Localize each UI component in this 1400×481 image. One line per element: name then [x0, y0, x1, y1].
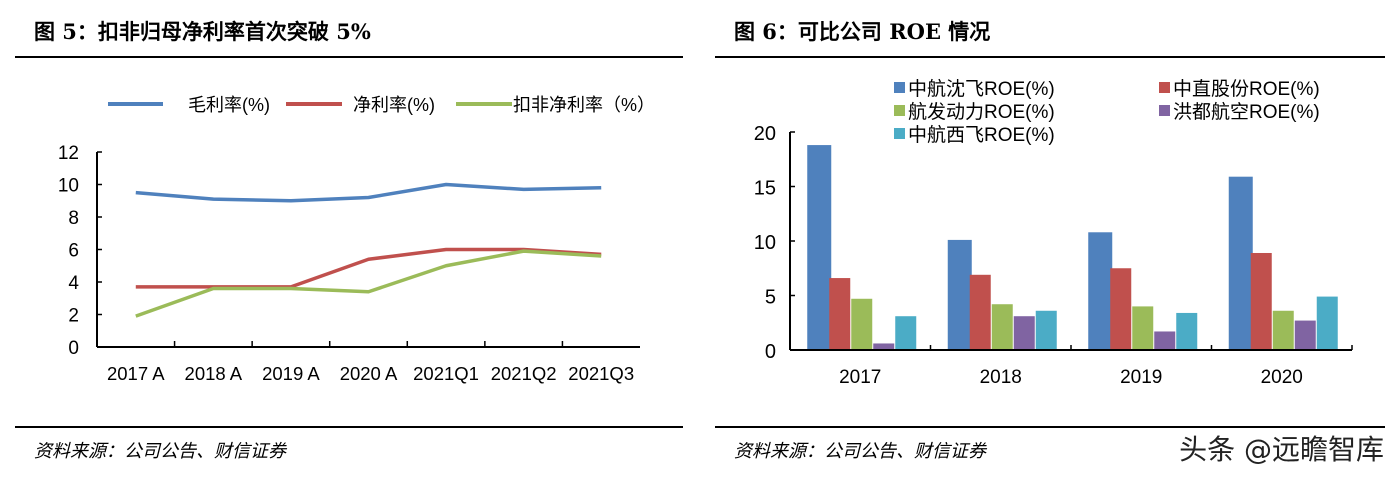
bar: [1132, 306, 1154, 350]
y-tick-label: 0: [68, 338, 79, 359]
x-tick-label: 2021Q2: [491, 363, 557, 384]
bar: [969, 274, 991, 350]
y-tick-label: 2: [68, 306, 79, 327]
left-title-rule: [15, 56, 683, 58]
x-tick-label: 2020: [1261, 367, 1303, 388]
bar: [1316, 296, 1338, 350]
legend-label: 扣非净利率（%）: [513, 95, 655, 115]
bar: [991, 304, 1013, 350]
legend-label: 航发动力ROE(%): [908, 101, 1055, 123]
x-tick-label: 2018: [980, 367, 1022, 388]
legend-swatch: [894, 82, 905, 93]
series-line: [135, 247, 602, 289]
bar: [1035, 310, 1057, 350]
legend-label: 中航西飞ROE(%): [908, 124, 1055, 146]
y-tick-label: 12: [58, 143, 79, 164]
bar: [829, 278, 851, 350]
x-tick-label: 2020 A: [340, 363, 398, 384]
y-tick-label: 8: [68, 208, 79, 229]
legend-label: 净利率(%): [353, 95, 435, 115]
y-tick-label: 0: [765, 341, 776, 363]
legend-swatch: [1159, 105, 1170, 116]
bar: [1228, 176, 1253, 350]
y-tick-label: 10: [58, 176, 79, 197]
x-tick-label: 2018 A: [185, 363, 243, 384]
y-tick-label: 4: [68, 273, 79, 294]
series-line: [135, 182, 602, 203]
left-source: 资料来源：公司公告、财信证券: [34, 441, 286, 462]
y-tick-label: 6: [68, 241, 79, 262]
x-tick-label: 2019: [1120, 367, 1162, 388]
series-line: [135, 249, 602, 318]
bar: [947, 239, 972, 350]
left-bottom-rule: [15, 426, 683, 428]
bar: [851, 298, 873, 350]
legend-label: 中航沈飞ROE(%): [908, 78, 1055, 100]
bar: [1154, 331, 1176, 350]
bar: [807, 145, 832, 350]
bar: [1272, 310, 1294, 350]
legend-swatch: [1159, 82, 1170, 93]
x-tick-label: 2017: [839, 367, 881, 388]
bar: [1250, 252, 1272, 350]
legend-swatch: [894, 105, 905, 116]
legend-label: 毛利率(%): [188, 95, 270, 115]
x-tick-label: 2021Q3: [568, 363, 634, 384]
bar: [873, 343, 895, 350]
bar: [895, 316, 917, 350]
right-source: 资料来源：公司公告、财信证券: [734, 441, 986, 462]
y-tick-label: 15: [754, 178, 776, 200]
legend-label: 洪都航空ROE(%): [1173, 101, 1320, 123]
bar: [1013, 316, 1035, 350]
bar: [1294, 320, 1316, 350]
x-tick-label: 2019 A: [262, 363, 320, 384]
y-tick-label: 20: [754, 123, 776, 145]
right-chart-title: 图 6：可比公司 ROE 情况: [734, 19, 991, 44]
right-bottom-rule: [715, 426, 1385, 428]
watermark: 头条 @远瞻智库: [1179, 433, 1384, 466]
x-tick-label: 2021Q1: [413, 363, 479, 384]
legend-swatch: [894, 128, 905, 139]
bar: [1176, 312, 1198, 350]
legend-label: 中直股份ROE(%): [1173, 78, 1320, 100]
y-tick-label: 5: [765, 287, 776, 309]
bar: [1110, 268, 1132, 350]
right-title-rule: [715, 56, 1385, 58]
bar: [1088, 232, 1113, 350]
y-tick-label: 10: [754, 232, 776, 254]
left-chart-title: 图 5：扣非归母净利率首次突破 5%: [34, 19, 371, 44]
x-tick-label: 2017 A: [107, 363, 165, 384]
